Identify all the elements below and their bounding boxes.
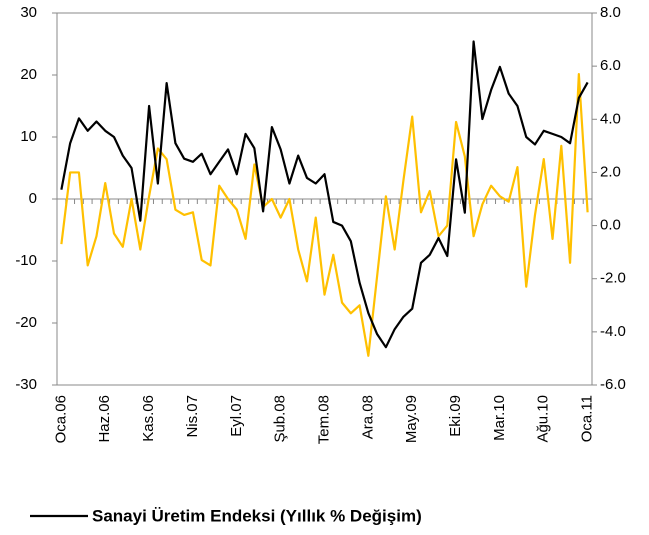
- y-tick-label: -30: [15, 376, 37, 393]
- y2-tick-label: 0.0: [600, 217, 621, 234]
- series-line: [60, 73, 589, 357]
- y2-tick-label: -6.0: [600, 376, 626, 393]
- y2-tick-label: -2.0: [600, 270, 626, 287]
- y2-tick-label: 4.0: [600, 110, 621, 127]
- y-tick-label: -20: [15, 314, 37, 331]
- x-tick-label: Eki.09: [447, 395, 464, 437]
- x-tick-label: May.09: [403, 395, 420, 443]
- x-tick-label: Ağu.10: [535, 395, 552, 443]
- x-tick-label: Haz.06: [96, 395, 113, 443]
- x-tick-label: Nis.07: [184, 395, 201, 438]
- x-tick-label: Eyl.07: [228, 395, 245, 437]
- x-tick-label: Mar.10: [491, 395, 508, 441]
- x-tick-label: Kas.06: [140, 395, 157, 442]
- y-tick-label: 0: [29, 190, 37, 207]
- legend-text: Sanayi Üretim Endeksi (Yıllık % Değişim): [92, 506, 422, 525]
- x-tick-label: Oca.11: [579, 395, 596, 442]
- y-tick-label: 10: [20, 128, 37, 145]
- y2-tick-label: -4.0: [600, 323, 626, 340]
- y2-tick-label: 2.0: [600, 163, 621, 180]
- y2-tick-label: 6.0: [600, 57, 621, 74]
- y-tick-label: 30: [20, 4, 37, 21]
- x-tick-label: Ara.08: [359, 395, 376, 439]
- x-tick-label: Tem.08: [315, 395, 332, 444]
- y-tick-label: 20: [20, 66, 37, 83]
- y2-tick-label: 8.0: [600, 4, 621, 21]
- x-tick-label: Şub.08: [272, 395, 289, 443]
- y-tick-label: -10: [15, 252, 37, 269]
- x-tick-label: Oca.06: [52, 395, 69, 443]
- series-line: [60, 40, 589, 349]
